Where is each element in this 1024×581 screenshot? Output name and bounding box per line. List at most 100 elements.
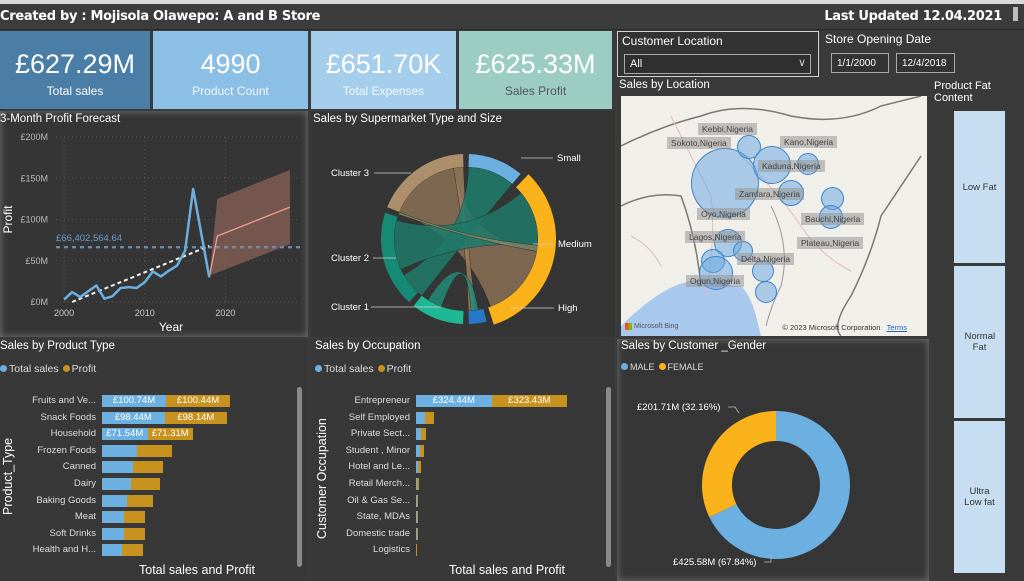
slicer-title: Customer Location	[622, 34, 723, 48]
bar-total-sales[interactable]	[102, 511, 124, 524]
bar-total-sales[interactable]	[102, 444, 137, 457]
profit-forecast-panel: 3-Month Profit Forecast £0M £50M £100M £150…	[0, 111, 308, 337]
bar-row[interactable]	[416, 478, 567, 490]
bar-category-label: Health and H...	[32, 544, 96, 556]
legend-item-total-sales[interactable]: Total sales	[315, 363, 374, 375]
bar-row[interactable]: £71.54M £71.31M	[102, 428, 230, 441]
bar-row[interactable]: £100.74M £100.44M	[102, 395, 230, 407]
bar-category-label: Hotel and Le...	[348, 461, 410, 473]
bar-total-sales[interactable]	[102, 461, 133, 474]
legend-item-male[interactable]: MALE	[621, 362, 655, 372]
bing-attribution: Microsoft Bing	[634, 323, 679, 330]
end-date-input[interactable]: 12/4/2018	[896, 53, 955, 73]
bing-logo: Microsoft Bing	[625, 323, 678, 330]
customer-location-dropdown[interactable]: All ∨	[624, 54, 811, 74]
panel-title: 3-Month Profit Forecast	[0, 113, 121, 125]
map-label: Ogun,Nigeria	[686, 275, 745, 287]
bar-total-sales[interactable]	[416, 494, 418, 507]
bar-row[interactable]	[416, 494, 567, 507]
bar-profit[interactable]	[416, 527, 418, 540]
bar-total-sales[interactable]	[102, 494, 128, 507]
bar-total-sales[interactable]	[416, 511, 417, 524]
kpi-total-expenses: £651.70K Total Expenses	[311, 31, 456, 109]
bar-row[interactable]	[102, 494, 230, 507]
legend-item-female[interactable]: FEMALE	[658, 362, 704, 372]
donut-leader-line	[764, 555, 772, 563]
bar-row[interactable]: £98.44M £98.14M	[102, 411, 230, 424]
legend-item-profit[interactable]: Profit	[62, 363, 97, 375]
bar-profit[interactable]	[416, 511, 418, 524]
bar-profit[interactable]	[419, 444, 424, 457]
legend-item-profit[interactable]: Profit	[377, 363, 411, 375]
legend-label: FEMALE	[667, 362, 704, 372]
map-bubble[interactable]	[755, 281, 777, 303]
bar-profit[interactable]	[131, 478, 160, 490]
bar-profit[interactable]	[421, 428, 427, 441]
reference-line-label: £66,402,564.64	[56, 233, 122, 244]
bar-row[interactable]	[416, 411, 567, 424]
map-label: Kaduna,Nigeria	[758, 160, 825, 172]
bar-profit[interactable]	[123, 527, 145, 540]
created-by-text: Created by : Mojisola Olawepo: A and B S…	[0, 9, 321, 24]
map-bubble[interactable]	[691, 148, 759, 218]
bar-profit[interactable]: £71.31M	[147, 428, 193, 441]
bar-total-sales[interactable]: £324.44M	[416, 395, 492, 407]
map-label: Kebbi,Nigeria	[698, 123, 758, 135]
bar-profit[interactable]	[424, 411, 434, 424]
scrollbar[interactable]	[606, 387, 611, 567]
bar-profit[interactable]	[127, 494, 153, 507]
map-label: Lagos,Nigeria	[685, 231, 746, 243]
bar-total-sales[interactable]	[416, 478, 418, 490]
bar-total-sales[interactable]: £100.74M	[102, 395, 167, 407]
fat-option-low-fat[interactable]: Low Fat	[954, 111, 1005, 263]
bar-profit[interactable]	[123, 511, 145, 524]
bar-row[interactable]	[416, 461, 567, 474]
scrollbar[interactable]	[297, 387, 302, 567]
bar-row[interactable]	[416, 428, 567, 441]
bar-total-sales[interactable]	[416, 411, 425, 424]
bar-row[interactable]: £324.44M £323.43M	[416, 395, 567, 407]
kpi-value: 4990	[200, 49, 261, 79]
bar-total-sales[interactable]	[102, 527, 124, 540]
bar-row[interactable]	[102, 527, 230, 540]
legend-label: Profit	[71, 363, 97, 375]
fat-option-ultra-low-fat[interactable]: Ultra Low fat	[954, 421, 1005, 573]
bar-profit[interactable]: £100.44M	[166, 395, 230, 407]
map-label: Bauchi,Nigeria	[801, 213, 865, 225]
bar-total-sales[interactable]	[102, 544, 123, 557]
bar-row[interactable]	[102, 461, 230, 474]
bar-row[interactable]	[416, 527, 567, 540]
donut-label-female: £201.71M (32.16%)	[637, 402, 720, 413]
terms-link[interactable]: Terms	[886, 323, 907, 332]
start-date-input[interactable]: 1/1/2000	[831, 53, 889, 73]
bar-row[interactable]	[102, 478, 230, 490]
bar-total-sales[interactable]: £71.54M	[102, 428, 148, 441]
bar-profit[interactable]	[122, 544, 143, 557]
legend-item-total-sales[interactable]: Total sales	[0, 363, 59, 375]
bar-profit[interactable]	[136, 444, 172, 457]
bar-profit[interactable]	[417, 494, 419, 507]
bar-row[interactable]	[416, 511, 567, 524]
bar-total-sales[interactable]: £98.44M	[102, 411, 165, 424]
bar-category-label: Baking Goods	[36, 494, 96, 506]
bar-row[interactable]	[416, 444, 567, 457]
bar-profit[interactable]: £323.43M	[491, 395, 567, 407]
map-canvas[interactable]: Kebbi,Nigeria Sokoto,Nigeria Kano,Nigeri…	[621, 96, 927, 336]
bar-profit[interactable]	[132, 461, 164, 474]
bar-total-sales[interactable]	[416, 428, 422, 441]
bar-total-sales[interactable]	[416, 444, 420, 457]
bar-profit[interactable]	[418, 461, 421, 474]
bar-row[interactable]	[102, 544, 230, 557]
bar-total-sales[interactable]	[416, 461, 419, 474]
bar-profit[interactable]: £98.14M	[164, 411, 228, 424]
bar-row[interactable]	[102, 511, 230, 524]
bar-row[interactable]	[102, 444, 230, 457]
fat-option-normal-fat[interactable]: Normal Fat	[954, 266, 1005, 418]
bar-total-sales[interactable]	[102, 478, 132, 490]
bar-category-label: Entrepreneur	[354, 395, 410, 406]
chord-arc-small	[468, 154, 521, 184]
last-updated-text: Last Updated 12.04.2021	[824, 9, 1002, 24]
bar-total-sales[interactable]	[416, 527, 417, 540]
bar-row[interactable]	[416, 544, 567, 557]
bar-profit[interactable]	[417, 478, 419, 490]
